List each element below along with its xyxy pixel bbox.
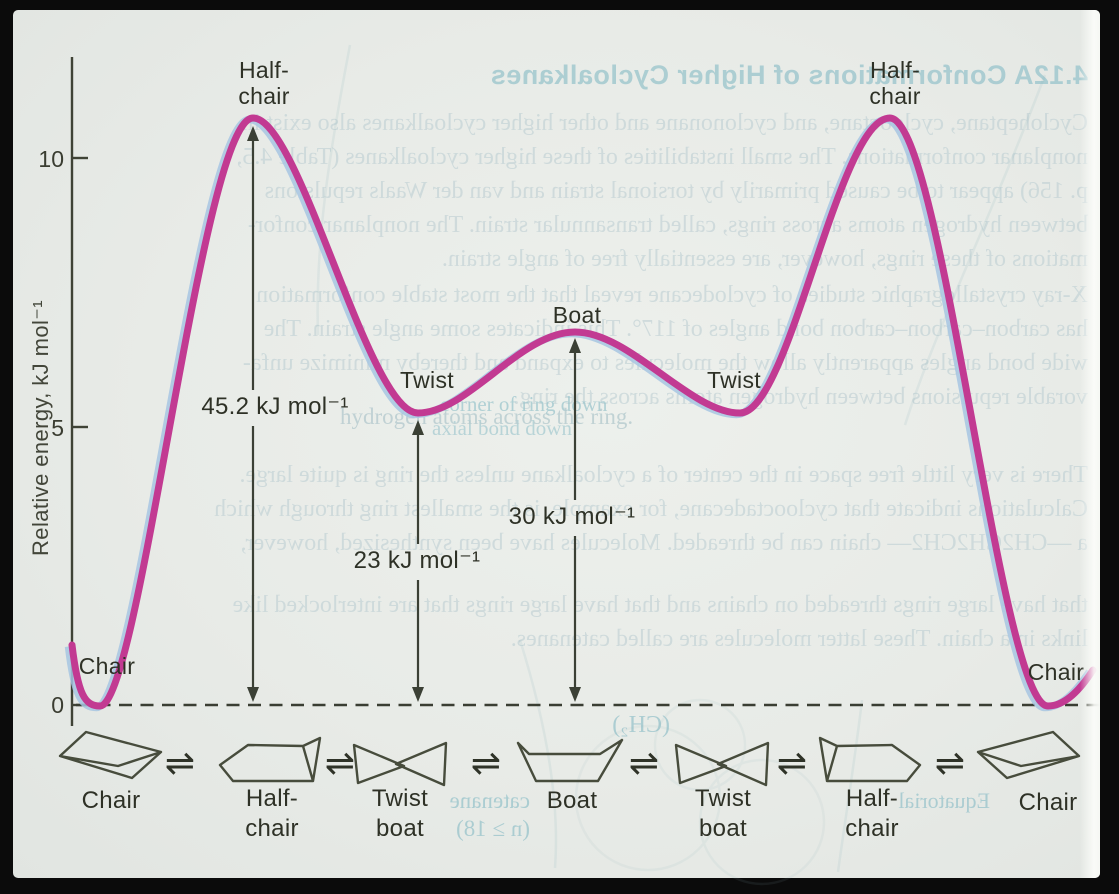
equilibrium-arrow-icon: ⇌ xyxy=(776,743,808,784)
equilibrium-arrow-icon: ⇌ xyxy=(470,743,502,784)
half-chair-structure-icon xyxy=(218,736,322,783)
conformer-label: Boat xyxy=(546,787,598,814)
y-axis xyxy=(70,57,88,726)
energy-curve xyxy=(68,114,1097,710)
energy-value-twist: 23 kJ mol⁻¹ xyxy=(353,547,481,574)
chair-label-left-curve: Chair xyxy=(78,653,136,679)
y-tick-5: 5 xyxy=(51,415,64,441)
energy-value-half-chair: 45.2 kJ mol⁻¹ xyxy=(201,393,349,420)
twist-label-right: Twist xyxy=(707,367,761,393)
half-chair-label-left-line1: Half- xyxy=(238,57,290,83)
chair-structure-icon xyxy=(58,730,163,780)
equilibrium-arrow-icon: ⇌ xyxy=(628,743,660,784)
equilibrium-arrow-icon: ⇌ xyxy=(324,743,356,784)
conformer-label: chair xyxy=(245,815,299,842)
equilibrium-arrow-icon: ⇌ xyxy=(934,743,966,784)
y-tick-10: 10 xyxy=(38,146,64,172)
twist-label-left: Twist xyxy=(400,367,454,393)
half-chair-label-right-line1: Half- xyxy=(869,57,921,83)
half-chair-label-left-line2: chair xyxy=(238,83,290,109)
y-axis-title: Relative energy, kJ mol⁻¹ xyxy=(28,300,53,556)
conformer-label: chair xyxy=(845,815,899,842)
chair-structure-icon xyxy=(976,730,1081,780)
ghost-sketch-rings xyxy=(574,698,826,886)
energy-arrows xyxy=(247,126,581,702)
conformer-label: Half- xyxy=(845,785,899,812)
conformer-label: Chair xyxy=(1018,789,1078,816)
half-chair-structure-icon xyxy=(818,736,922,783)
equilibrium-arrow-icon: ⇌ xyxy=(164,743,196,784)
conformer-label: Twist xyxy=(694,785,752,812)
energy-value-boat: 30 kJ mol⁻¹ xyxy=(508,503,636,530)
ghost-sketch-lines xyxy=(316,44,1047,873)
page-edge-highlight xyxy=(1080,10,1100,878)
conformer-label: Twist xyxy=(371,785,429,812)
conformer-label: Chair xyxy=(81,787,141,814)
boat-structure-icon xyxy=(516,738,624,783)
half-chair-label-right-line2: chair xyxy=(869,83,921,109)
chair-label-right-curve: Chair xyxy=(1027,659,1085,685)
conformer-label: boat xyxy=(699,815,747,842)
twist-boat-structure-icon xyxy=(352,741,448,787)
conformer-label: boat xyxy=(376,815,424,842)
conformer-label: Half- xyxy=(245,785,299,812)
y-tick-0: 0 xyxy=(51,692,64,718)
boat-label: Boat xyxy=(552,302,602,328)
twist-boat-structure-icon xyxy=(674,741,770,787)
